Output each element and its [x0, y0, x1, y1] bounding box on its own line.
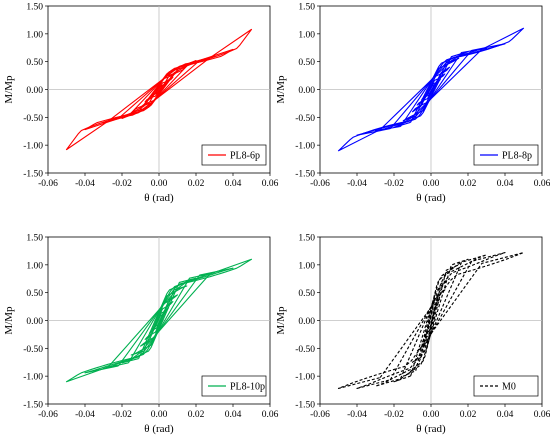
panel-4: -0.06 -0.04 -0.02 0.00 0.02 0.04 0.06 -1.50 -1.0… [275, 234, 550, 436]
hysteresis-loop [393, 258, 469, 383]
y-axis-label: M/Mp [275, 306, 287, 335]
y-tick-label: 0.00 [298, 317, 315, 327]
panel-3: -0.06 -0.04 -0.02 0.00 0.02 0.04 0.06 -1.50 -1.0… [3, 234, 279, 436]
legend: PL8-10p [201, 375, 267, 397]
hysteresis-loop [65, 258, 253, 383]
x-tick-label: 0.06 [534, 179, 550, 189]
y-tick-label: -1.50 [23, 401, 43, 411]
y-tick-label: 1.50 [26, 234, 43, 244]
x-tick-label: -0.04 [347, 179, 367, 189]
panel-2: -0.06 -0.04 -0.02 0.00 0.02 0.04 0.06 -1.50 -1.0… [275, 3, 550, 205]
x-tick-label: -0.04 [75, 179, 95, 189]
y-tick-label: -0.50 [23, 345, 43, 355]
y-axis-label: M/Mp [3, 75, 15, 104]
hysteresis-loop [374, 254, 488, 387]
y-tick-label: -1.50 [295, 170, 315, 180]
legend: PL8-6p [201, 144, 267, 166]
y-tick-label: 0.50 [26, 289, 43, 299]
x-tick-label: -0.02 [112, 410, 132, 420]
legend-label: PL8-8p [502, 151, 532, 162]
y-tick-label: -1.00 [23, 373, 43, 383]
x-tick-label: 0.00 [151, 410, 168, 420]
x-tick-label: 0.04 [497, 410, 514, 420]
hysteresis-loop [356, 252, 506, 389]
x-tick-label: -0.02 [384, 410, 404, 420]
x-tick-label: -0.06 [38, 410, 58, 420]
y-tick-label: -1.00 [295, 373, 315, 383]
series-PL8-8p [337, 27, 525, 152]
y-tick-label: 0.00 [26, 317, 43, 327]
y-tick-label: -1.00 [295, 142, 315, 152]
hysteresis-loop [356, 43, 506, 136]
y-tick-label: 0.50 [298, 58, 315, 68]
legend-box [473, 144, 539, 166]
x-tick-label: -0.04 [347, 410, 367, 420]
series-M0 [337, 252, 525, 389]
y-tick-label: 1.00 [26, 30, 43, 40]
x-tick-label: -0.02 [112, 179, 132, 189]
y-tick-label: -0.50 [295, 345, 315, 355]
y-tick-label: -1.00 [23, 142, 43, 152]
y-tick-label: 1.00 [298, 30, 315, 40]
y-tick-label: -1.50 [23, 170, 43, 180]
hysteresis-loop [402, 264, 460, 377]
legend-label: PL8-6p [230, 151, 260, 162]
y-axis-label: M/Mp [275, 75, 287, 104]
y-axis-label: M/Mp [3, 306, 15, 335]
hysteresis-loop [102, 272, 216, 369]
x-axis-label: θ (rad) [416, 192, 446, 204]
x-tick-label: 0.02 [188, 179, 205, 189]
panel-1: -0.06 -0.04 -0.02 0.00 0.02 0.04 0.06 -1.50 -1.0… [3, 3, 279, 205]
y-tick-label: 0.50 [298, 289, 315, 299]
x-tick-label: 0.06 [262, 179, 279, 189]
x-tick-label: 0.06 [262, 410, 279, 420]
hysteresis-loop [337, 27, 525, 152]
x-axis-label: θ (rad) [144, 423, 174, 435]
y-tick-label: 1.00 [26, 261, 43, 271]
x-tick-label: 0.02 [460, 410, 477, 420]
y-tick-label: 1.50 [298, 3, 315, 13]
x-tick-label: -0.06 [310, 410, 330, 420]
x-tick-label: 0.06 [534, 410, 550, 420]
y-tick-label: -1.50 [295, 401, 315, 411]
x-tick-label: 0.00 [151, 179, 168, 189]
x-tick-label: 0.02 [460, 179, 477, 189]
x-tick-label: -0.02 [384, 179, 404, 189]
x-tick-label: 0.00 [423, 410, 440, 420]
y-tick-label: 1.00 [298, 261, 315, 271]
legend-box [201, 144, 267, 166]
y-tick-label: 0.50 [26, 58, 43, 68]
y-tick-label: 1.50 [26, 3, 43, 13]
x-tick-label: -0.06 [38, 179, 58, 189]
y-tick-label: 0.00 [298, 86, 315, 96]
y-tick-label: -0.50 [295, 114, 315, 124]
hysteresis-loop [84, 48, 234, 131]
legend: M0 [473, 375, 539, 397]
series-PL8-6p [65, 28, 253, 151]
x-tick-label: 0.02 [188, 410, 205, 420]
legend: PL8-8p [473, 144, 539, 166]
x-tick-label: 0.00 [423, 179, 440, 189]
y-tick-label: 1.50 [298, 234, 315, 244]
x-axis-label: θ (rad) [144, 192, 174, 204]
x-tick-label: -0.06 [310, 179, 330, 189]
series-PL8-10p [65, 258, 253, 383]
x-axis-label: θ (rad) [416, 423, 446, 435]
x-tick-label: 0.04 [225, 179, 242, 189]
legend-label: PL8-10p [230, 382, 265, 393]
x-tick-label: 0.04 [497, 179, 514, 189]
y-tick-label: 0.00 [26, 86, 43, 96]
legend-box [473, 375, 539, 397]
hysteresis-loop [65, 28, 253, 151]
legend-box [201, 375, 267, 397]
hysteresis-loop [337, 252, 525, 389]
hysteresis-loop [84, 267, 234, 374]
x-tick-label: 0.04 [225, 410, 242, 420]
x-tick-label: -0.04 [75, 410, 95, 420]
legend-label: M0 [502, 382, 516, 393]
y-tick-label: -0.50 [23, 114, 43, 124]
